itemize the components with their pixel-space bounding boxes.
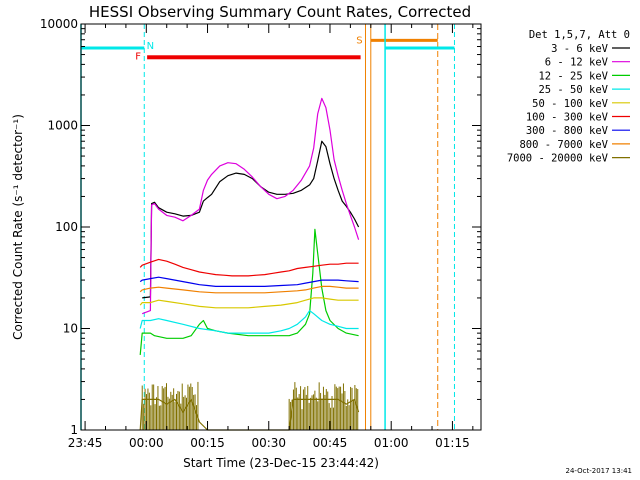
- legend-label: 12 - 25 keV: [538, 70, 608, 82]
- series-spikes-high-energy: [141, 381, 359, 430]
- x-axis-label: Start Time (23-Dec-15 23:44:42): [183, 456, 379, 470]
- flare-bar: [147, 55, 361, 60]
- x-tick-label: 00:30: [251, 436, 286, 450]
- annotation-n: N: [147, 41, 154, 52]
- legend-label: 7000 - 20000 keV: [507, 153, 609, 165]
- series-line-6: [139, 276, 359, 287]
- bands-layer: NF S: [80, 24, 455, 430]
- legend-label: 50 - 100 keV: [532, 98, 609, 110]
- series-line-2: [139, 228, 359, 355]
- y-tick-label: 1: [70, 423, 78, 437]
- y-tick-label: 10: [63, 322, 78, 336]
- series-line-7: [139, 285, 359, 294]
- series-line-3: [139, 310, 359, 334]
- legend-label: 25 - 50 keV: [538, 84, 608, 96]
- footer-date: 24-Oct-2017 13:41: [566, 467, 632, 475]
- legend-label: 800 - 7000 keV: [519, 139, 608, 151]
- legend-header: Det 1,5,7, Att 0: [529, 29, 630, 41]
- series-line-4: [139, 297, 359, 309]
- y-tick-label: 100: [55, 220, 78, 234]
- night-bar-1: [81, 46, 145, 50]
- legend-label: 300 - 800 keV: [526, 125, 609, 137]
- series-line-1: [141, 97, 360, 315]
- x-tick-label: 23:45: [68, 436, 103, 450]
- x-tick-label: 01:15: [435, 436, 470, 450]
- series-line-5: [139, 258, 359, 277]
- legend-label: 6 - 12 keV: [545, 57, 609, 69]
- annotation-f: F: [135, 51, 141, 62]
- x-tick-label: 00:15: [190, 436, 225, 450]
- series-layer: [139, 97, 360, 431]
- y-tick-label: 1000: [47, 119, 78, 133]
- legend-label: 3 - 6 keV: [551, 43, 609, 55]
- night-bar-2: [385, 46, 455, 50]
- chart-title: HESSI Observing Summary Count Rates, Cor…: [89, 3, 471, 21]
- x-tick-label: 00:45: [313, 436, 348, 450]
- axes-layer: 23:45 00:00 00:15 00:30 00:45 01:00 01:15 1 10 10…: [40, 17, 482, 450]
- annotation-s: S: [356, 36, 362, 47]
- x-tick-label: 01:00: [374, 436, 409, 450]
- series-line-0: [142, 140, 360, 299]
- saa-bar: [370, 38, 438, 42]
- y-axis-label: Corrected Count Rate (s⁻¹ detector⁻¹): [11, 114, 25, 340]
- legend-label: 100 - 300 keV: [526, 112, 609, 124]
- y-tick-label: 10000: [40, 17, 78, 31]
- x-tick-label: 00:00: [129, 436, 164, 450]
- plot-frame: [80, 23, 482, 431]
